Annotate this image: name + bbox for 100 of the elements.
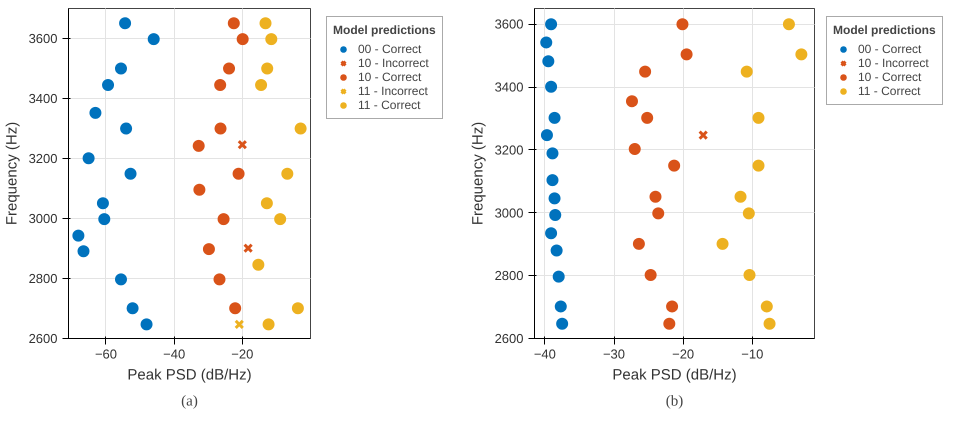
point xyxy=(124,168,137,180)
point xyxy=(223,62,236,74)
point xyxy=(232,168,245,180)
legend-label: 00 - Correct xyxy=(858,42,922,56)
point xyxy=(676,18,688,30)
x-axis-title: Peak PSD (dB/Hz) xyxy=(127,366,252,384)
legend-title: Model predictions xyxy=(833,23,936,37)
point xyxy=(126,302,139,314)
y-tick-label: 3400 xyxy=(28,91,58,106)
point xyxy=(294,122,307,134)
point xyxy=(192,140,205,152)
legend-label: 11 - Correct xyxy=(858,84,920,98)
point xyxy=(546,174,558,186)
point xyxy=(72,230,84,242)
point xyxy=(795,48,808,60)
y-tick-label: 3200 xyxy=(28,151,58,166)
point xyxy=(545,18,558,30)
point xyxy=(77,245,90,258)
point xyxy=(193,184,206,196)
point xyxy=(542,55,554,68)
legend-label: 10 - Incorrect xyxy=(858,56,929,70)
point xyxy=(274,213,286,226)
point xyxy=(82,152,95,164)
point xyxy=(261,62,274,74)
y-tick-label: 3200 xyxy=(494,142,524,158)
point xyxy=(556,318,568,330)
point xyxy=(716,238,729,250)
point xyxy=(214,122,227,134)
y-tick-label: 3000 xyxy=(494,205,524,220)
point xyxy=(236,33,249,46)
point xyxy=(540,129,553,142)
point xyxy=(260,197,273,210)
point xyxy=(549,208,562,221)
point xyxy=(218,213,230,226)
legend-label: 10 - Correct xyxy=(358,70,422,84)
point xyxy=(292,302,304,314)
y-tick-label: 3600 xyxy=(494,16,524,32)
point xyxy=(140,318,153,330)
point xyxy=(243,243,254,254)
y-axis-title: Frequency (Hz) xyxy=(4,122,21,226)
x-tick-label: −40 xyxy=(534,346,556,362)
point xyxy=(663,318,676,330)
point xyxy=(114,273,127,286)
point xyxy=(262,318,275,330)
point xyxy=(237,140,248,150)
point xyxy=(96,197,109,210)
y-tick-label: 2600 xyxy=(494,331,524,346)
point xyxy=(119,17,132,30)
point xyxy=(760,300,773,312)
legend-label: 00 - Correct xyxy=(358,42,422,56)
point xyxy=(281,168,294,180)
point xyxy=(680,48,693,60)
point xyxy=(641,112,654,124)
point xyxy=(644,269,657,282)
point xyxy=(545,227,558,240)
point xyxy=(228,17,240,30)
y-tick-label: 2600 xyxy=(28,331,58,346)
point xyxy=(740,66,753,78)
text: (b) xyxy=(666,394,684,410)
point xyxy=(114,62,127,74)
y-axis-title: Frequency (Hz) xyxy=(470,122,487,226)
point xyxy=(552,270,565,283)
y-tick-label: 2800 xyxy=(494,268,524,284)
point xyxy=(554,300,567,312)
legend-title: Model predictions xyxy=(333,23,436,37)
point xyxy=(120,122,132,134)
point xyxy=(255,79,268,91)
x-tick-label: −10 xyxy=(741,346,764,362)
point xyxy=(548,112,561,124)
y-tick-label: 3000 xyxy=(28,211,58,226)
point xyxy=(649,190,662,203)
point xyxy=(782,18,795,30)
x-tick-label: −30 xyxy=(602,346,626,362)
point xyxy=(632,238,645,250)
point xyxy=(202,243,215,256)
point xyxy=(252,258,264,271)
point xyxy=(102,79,114,91)
point xyxy=(546,147,558,160)
point xyxy=(214,79,226,91)
y-tick-label: 3600 xyxy=(28,31,58,46)
point xyxy=(265,33,278,46)
x-tick-label: −40 xyxy=(163,346,186,362)
legend-label: 10 - Correct xyxy=(858,70,922,84)
point xyxy=(764,318,776,330)
legend-label: 11 - Correct xyxy=(358,98,420,112)
legend-label: 10 - Incorrect xyxy=(358,56,429,70)
y-tick-label: 2800 xyxy=(28,271,58,286)
point xyxy=(548,192,561,204)
point xyxy=(545,80,558,93)
point xyxy=(668,160,680,172)
x-tick-label: −60 xyxy=(94,346,118,362)
point xyxy=(742,207,755,220)
point xyxy=(260,17,272,30)
point xyxy=(628,142,641,155)
x-tick-label: −20 xyxy=(231,346,254,362)
point xyxy=(734,190,747,203)
y-tick-label: 3400 xyxy=(494,80,524,95)
point xyxy=(98,213,110,226)
point xyxy=(652,207,664,220)
point xyxy=(550,244,563,256)
